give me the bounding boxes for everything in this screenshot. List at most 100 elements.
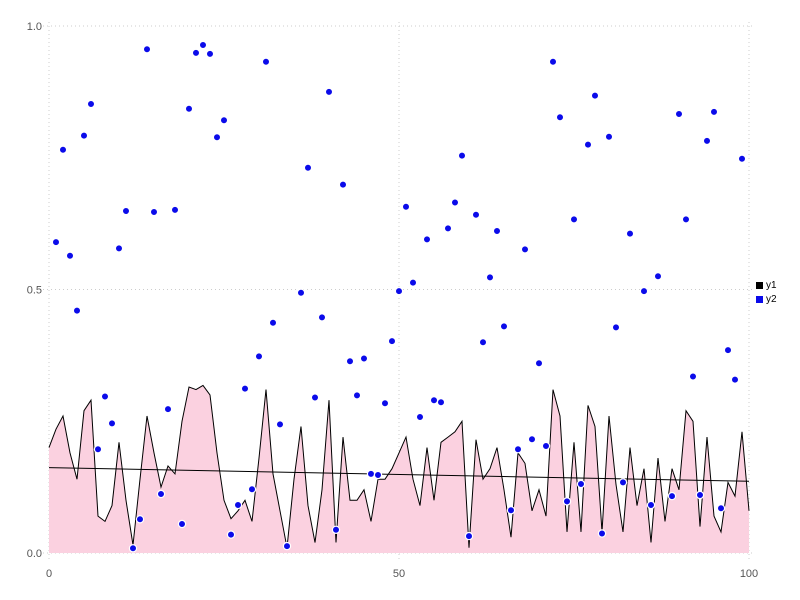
scatter-point <box>128 544 138 553</box>
scatter-point <box>618 478 628 487</box>
scatter-point <box>296 288 306 297</box>
scatter-point <box>513 445 523 454</box>
scatter-point <box>268 318 278 327</box>
scatter-point <box>261 57 271 67</box>
legend-item-y1: y1 <box>756 280 777 291</box>
legend-label-y2: y2 <box>766 293 777 305</box>
scatter-point <box>282 541 292 551</box>
scatter-point <box>541 441 551 451</box>
scatter-point <box>464 531 474 541</box>
scatter-point <box>723 345 733 355</box>
scatter-point <box>275 420 285 429</box>
y-axis-tick-label: 0.5 <box>27 285 42 297</box>
scatter-point <box>191 48 201 58</box>
scatter-point <box>170 205 180 215</box>
scatter-point <box>436 398 446 407</box>
scatter-point <box>576 479 586 489</box>
scatter-point <box>135 515 145 524</box>
scatter-point <box>156 489 166 499</box>
scatter-point <box>485 273 495 282</box>
scatter-point <box>352 391 362 400</box>
scatter-point <box>534 359 544 368</box>
series-y1-swatch-icon <box>756 282 763 289</box>
scatter-point <box>667 491 677 501</box>
scatter-point <box>331 525 341 535</box>
y-axis-tick-label: 1.0 <box>27 21 42 33</box>
scatter-point <box>121 206 131 216</box>
scatter-point <box>520 245 530 254</box>
scatter-point <box>429 396 439 405</box>
scatter-point <box>639 286 649 296</box>
scatter-point <box>450 198 460 207</box>
scatter-point <box>198 40 208 50</box>
scatter-point <box>380 399 390 408</box>
legend-label-y1: y1 <box>766 279 777 291</box>
scatter-point <box>338 180 348 189</box>
legend-item-y2: y2 <box>756 294 777 305</box>
scatter-point <box>604 132 614 141</box>
scatter-point <box>240 384 250 393</box>
x-axis-tick-label: 100 <box>740 568 758 580</box>
scatter-point <box>478 338 488 347</box>
scatter-point <box>688 372 698 381</box>
area-series-outline <box>48 384 750 548</box>
scatter-point <box>177 519 187 529</box>
scatter-point <box>317 313 327 322</box>
scatter-point <box>646 500 656 510</box>
scatter-point <box>499 322 509 331</box>
scatter-point <box>226 530 236 539</box>
scatter-point <box>345 357 355 366</box>
scatter-point <box>107 419 117 428</box>
scatter-point <box>142 45 152 54</box>
scatter-point <box>457 151 467 160</box>
scatter-point <box>51 237 61 247</box>
scatter-point <box>100 392 110 401</box>
scatter-point <box>324 87 334 97</box>
scatter-point <box>583 140 593 149</box>
y-axis-tick-label: 0.0 <box>27 548 42 560</box>
scatter-point <box>562 497 572 506</box>
scatter-point <box>184 104 194 113</box>
scatter-point <box>310 393 320 402</box>
scatter-point <box>254 352 264 361</box>
scatter-point <box>492 226 502 236</box>
scatter-point <box>471 210 481 219</box>
scatter-point <box>415 412 425 422</box>
scatter-point <box>709 107 719 117</box>
scatter-point <box>408 278 418 287</box>
scatter-point <box>681 215 691 224</box>
scatter-point <box>247 485 257 494</box>
scatter-point <box>163 404 173 414</box>
area-series-fill <box>49 385 749 553</box>
scatter-point <box>611 323 621 332</box>
scatter-point <box>674 109 684 119</box>
scatter-point <box>219 116 229 125</box>
scatter-point <box>366 469 376 479</box>
scatter-point <box>58 145 68 154</box>
scatter-point <box>597 529 607 538</box>
scatter-point <box>625 229 635 238</box>
scatter-point <box>401 202 411 211</box>
scatter-point <box>114 244 124 253</box>
scatter-point <box>387 336 397 346</box>
scatter-point <box>149 207 159 217</box>
scatter-point <box>555 112 565 122</box>
scatter-point <box>373 470 383 480</box>
x-axis-tick-label: 0 <box>46 568 52 580</box>
scatter-point <box>79 131 89 140</box>
legend: y1 y2 <box>756 280 777 305</box>
scatter-point <box>716 504 726 513</box>
scatter-point <box>653 272 663 281</box>
scatter-point <box>506 506 516 515</box>
scatter-point <box>65 251 75 260</box>
scatter-point <box>548 57 558 67</box>
scatter-point <box>205 49 215 59</box>
scatter-point <box>443 224 453 233</box>
scatter-point <box>86 99 96 109</box>
scatter-point <box>702 136 712 146</box>
series-y2-swatch-icon <box>756 296 763 303</box>
scatter-point <box>212 132 222 142</box>
scatter-point <box>394 286 404 296</box>
